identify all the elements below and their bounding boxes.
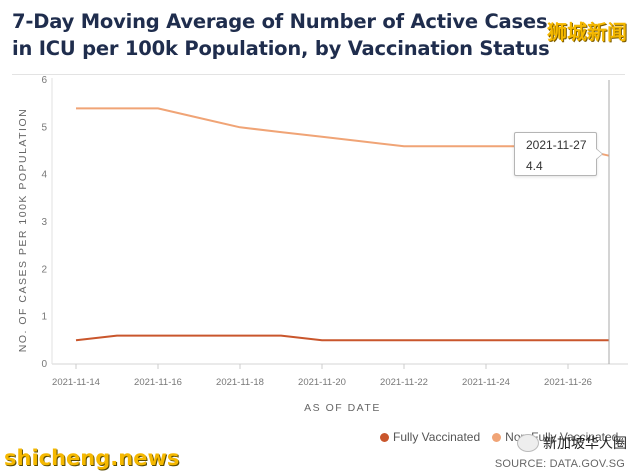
x-tick-label: 2021-11-22 [380, 377, 428, 388]
chart-tooltip: 2021-11-27 4.4 [514, 132, 603, 176]
y-tick-label: 4 [41, 170, 47, 181]
y-axis-title: NO. OF CASES PER 100K POPULATION [17, 108, 29, 352]
tooltip-arrow-inner [596, 149, 602, 159]
legend-item-fully-vaccinated[interactable]: Fully Vaccinated [380, 430, 480, 444]
y-tick-label: 2 [41, 264, 47, 275]
watermark-bottom-right: 新加坡华人圈 [517, 433, 627, 453]
tooltip-value: 4.4 [526, 159, 543, 173]
legend-dot-icon [380, 432, 389, 442]
watermark-text: 新加坡华人圈 [543, 436, 627, 452]
x-axis-title: AS OF DATE [304, 402, 381, 414]
legend-dot-icon [492, 432, 502, 442]
y-tick-label: 1 [41, 312, 47, 323]
y-tick-label: 0 [41, 359, 47, 370]
x-tick-label: 2021-11-16 [134, 377, 182, 388]
x-tick-label: 2021-11-26 [544, 377, 592, 388]
watermark-top-right: 狮城新闻 [547, 20, 627, 44]
y-tick-label: 5 [41, 122, 47, 133]
y-tick-label: 3 [41, 217, 47, 228]
wechat-bubble-icon [517, 434, 539, 452]
series-line-fully-vaccinated [75, 334, 609, 342]
title-divider [12, 74, 625, 75]
chart-title: 7-Day Moving Average of Number of Active… [12, 10, 550, 60]
x-tick-label: 2021-11-24 [462, 377, 510, 388]
source-note: SOURCE: DATA.GOV.SG [494, 458, 625, 470]
x-tick-label: 2021-11-14 [52, 377, 100, 388]
x-tick-label: 2021-11-20 [298, 377, 346, 388]
tooltip-date: 2021-11-27 [526, 138, 587, 152]
y-tick-label: 6 [41, 75, 47, 86]
x-tick-label: 2021-11-18 [216, 377, 264, 388]
legend-label: Fully Vaccinated [393, 430, 481, 444]
chart-legend: Fully Vaccinated Non-Fully Vaccinated [380, 430, 618, 444]
watermark-bottom-left: shicheng.news [4, 446, 180, 470]
